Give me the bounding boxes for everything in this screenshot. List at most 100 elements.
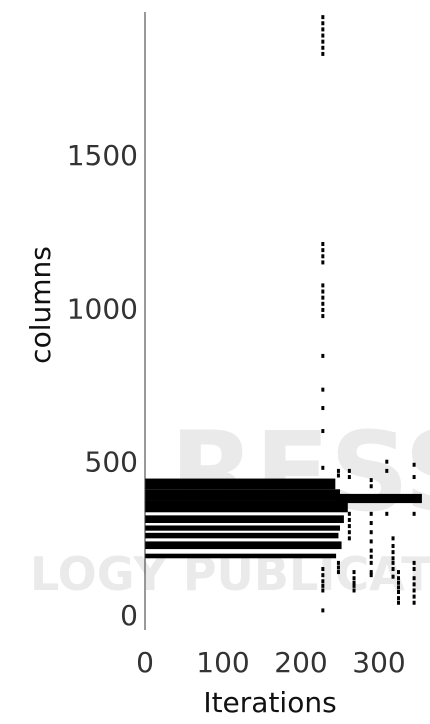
data-point-7-3	[352, 583, 356, 588]
data-marks	[145, 15, 422, 613]
data-point-6-3	[347, 517, 351, 522]
data-point-10-5	[391, 567, 395, 572]
data-point-3-0	[321, 353, 325, 358]
data-point-8-6	[369, 548, 373, 553]
x-tick-label-1: 100	[196, 646, 249, 679]
data-point-12-8	[412, 594, 416, 599]
data-point-3-2	[321, 387, 325, 392]
data-point-6-2	[347, 511, 351, 516]
data-point-7-4	[352, 588, 356, 593]
data-point-0-1	[321, 45, 325, 50]
data-point-4-6	[321, 608, 325, 613]
data-point-8-4	[369, 530, 373, 535]
data-band-3	[145, 515, 344, 524]
data-point-5-1	[336, 473, 340, 478]
data-point-4-1	[321, 567, 325, 572]
data-point-12-6	[412, 582, 416, 587]
x-tick-labels: 0 100 200 300	[136, 646, 406, 679]
data-point-4-2	[321, 573, 325, 578]
data-point-9-0	[385, 459, 389, 464]
data-point-1-1	[321, 254, 325, 259]
data-point-6-1	[347, 475, 351, 480]
x-tick-label-2: 200	[274, 646, 327, 679]
x-tick-label-0: 0	[136, 646, 154, 679]
data-point-11-3	[397, 585, 400, 590]
data-point-12-5	[412, 576, 416, 581]
data-point-10-0	[391, 536, 395, 541]
data-point-1-0	[321, 260, 325, 265]
data-point-4-3	[321, 579, 325, 584]
data-point-3-1	[321, 406, 325, 411]
data-point-8-1	[369, 484, 373, 489]
data-band-6	[145, 541, 342, 550]
data-point-6-0	[347, 468, 351, 473]
data-point-2-1	[321, 307, 325, 312]
data-point-6-6	[347, 536, 351, 541]
data-point-10-1	[391, 544, 395, 549]
data-band-8	[336, 493, 422, 504]
data-point-1-2	[321, 248, 325, 253]
data-band-0	[145, 478, 336, 490]
data-point-6-5	[347, 530, 351, 535]
data-point-8-2	[369, 511, 373, 516]
data-point-11-5	[397, 596, 400, 601]
y-tick-label-0: 0	[120, 599, 138, 632]
data-point-7-1	[352, 576, 356, 581]
data-point-0-2	[321, 39, 325, 44]
x-axis-title: Iterations	[203, 686, 336, 719]
data-point-2-2	[321, 301, 325, 306]
data-point-8-7	[369, 554, 373, 559]
data-point-0-6	[321, 15, 325, 20]
data-point-12-1	[412, 475, 416, 480]
data-point-11-1	[397, 576, 400, 581]
data-point-10-2	[391, 550, 395, 555]
data-point-4-5	[321, 588, 325, 593]
data-point-12-7	[412, 588, 416, 593]
data-point-0-3	[321, 33, 325, 38]
y-tick-label-2: 1000	[67, 292, 138, 325]
y-tick-labels: 0 500 1000 1500	[67, 139, 138, 632]
data-point-2-0	[321, 314, 325, 319]
data-point-8-8	[369, 560, 373, 565]
data-point-2-5	[321, 283, 325, 288]
data-point-5-3	[336, 565, 340, 570]
data-point-7-2	[352, 580, 356, 585]
data-point-6-4	[347, 524, 351, 529]
data-point-8-9	[369, 570, 373, 575]
data-point-0-5	[321, 21, 325, 26]
data-band-7	[145, 553, 337, 559]
data-point-5-4	[336, 570, 340, 575]
data-point-8-0	[369, 478, 373, 483]
data-point-2-4	[321, 289, 325, 294]
data-point-2-3	[321, 295, 325, 300]
data-point-7-0	[352, 570, 356, 575]
data-point-1-3	[321, 242, 325, 247]
data-band-1	[145, 489, 340, 501]
data-point-10-3	[391, 556, 395, 561]
data-point-10-6	[391, 574, 395, 579]
y-tick-label-3: 1500	[67, 139, 138, 172]
data-point-3-3	[321, 429, 325, 434]
data-band-4	[145, 525, 340, 531]
data-point-12-4	[412, 567, 416, 572]
data-point-12-9	[412, 600, 416, 605]
data-band-2	[145, 500, 348, 513]
data-point-8-10	[369, 573, 373, 578]
data-point-5-2	[336, 560, 340, 565]
data-point-0-4	[321, 27, 325, 32]
data-point-0-0	[321, 51, 325, 56]
data-band-5	[145, 532, 339, 539]
data-point-9-1	[385, 468, 389, 473]
data-point-9-2	[385, 511, 389, 516]
data-point-11-2	[397, 580, 400, 585]
data-point-4-4	[321, 583, 325, 588]
data-point-11-6	[397, 600, 400, 605]
data-point-11-0	[397, 570, 400, 575]
x-tick-label-3: 300	[352, 646, 405, 679]
y-axis-title: columns	[24, 246, 57, 364]
data-point-4-0	[321, 465, 325, 470]
data-point-12-0	[412, 462, 416, 467]
data-point-11-4	[397, 590, 400, 595]
